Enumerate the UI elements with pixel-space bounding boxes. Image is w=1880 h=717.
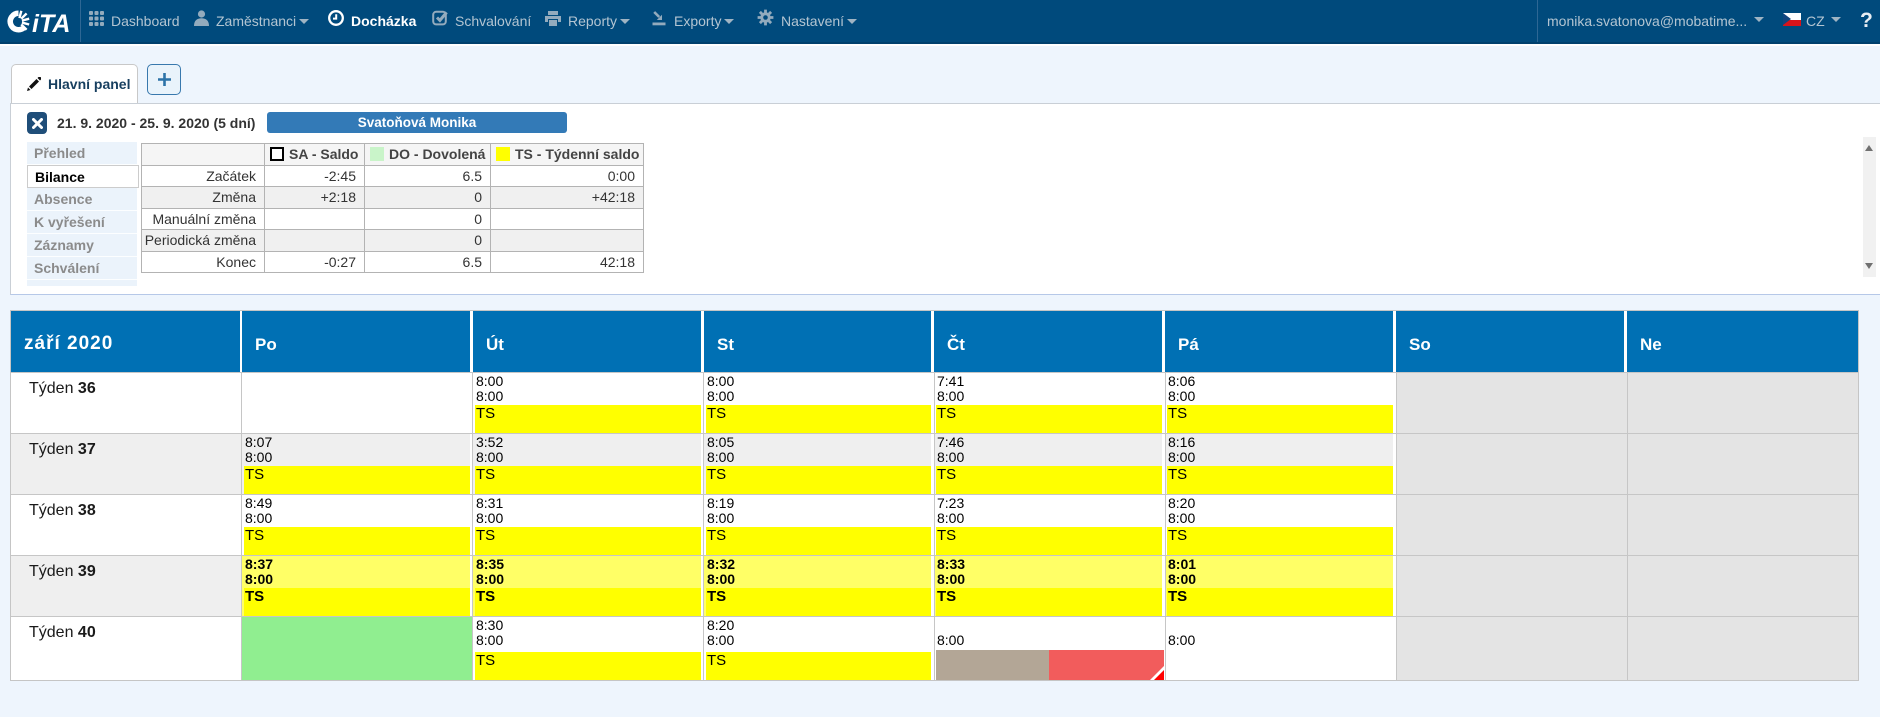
svg-text:iTA: iTA: [32, 10, 70, 36]
